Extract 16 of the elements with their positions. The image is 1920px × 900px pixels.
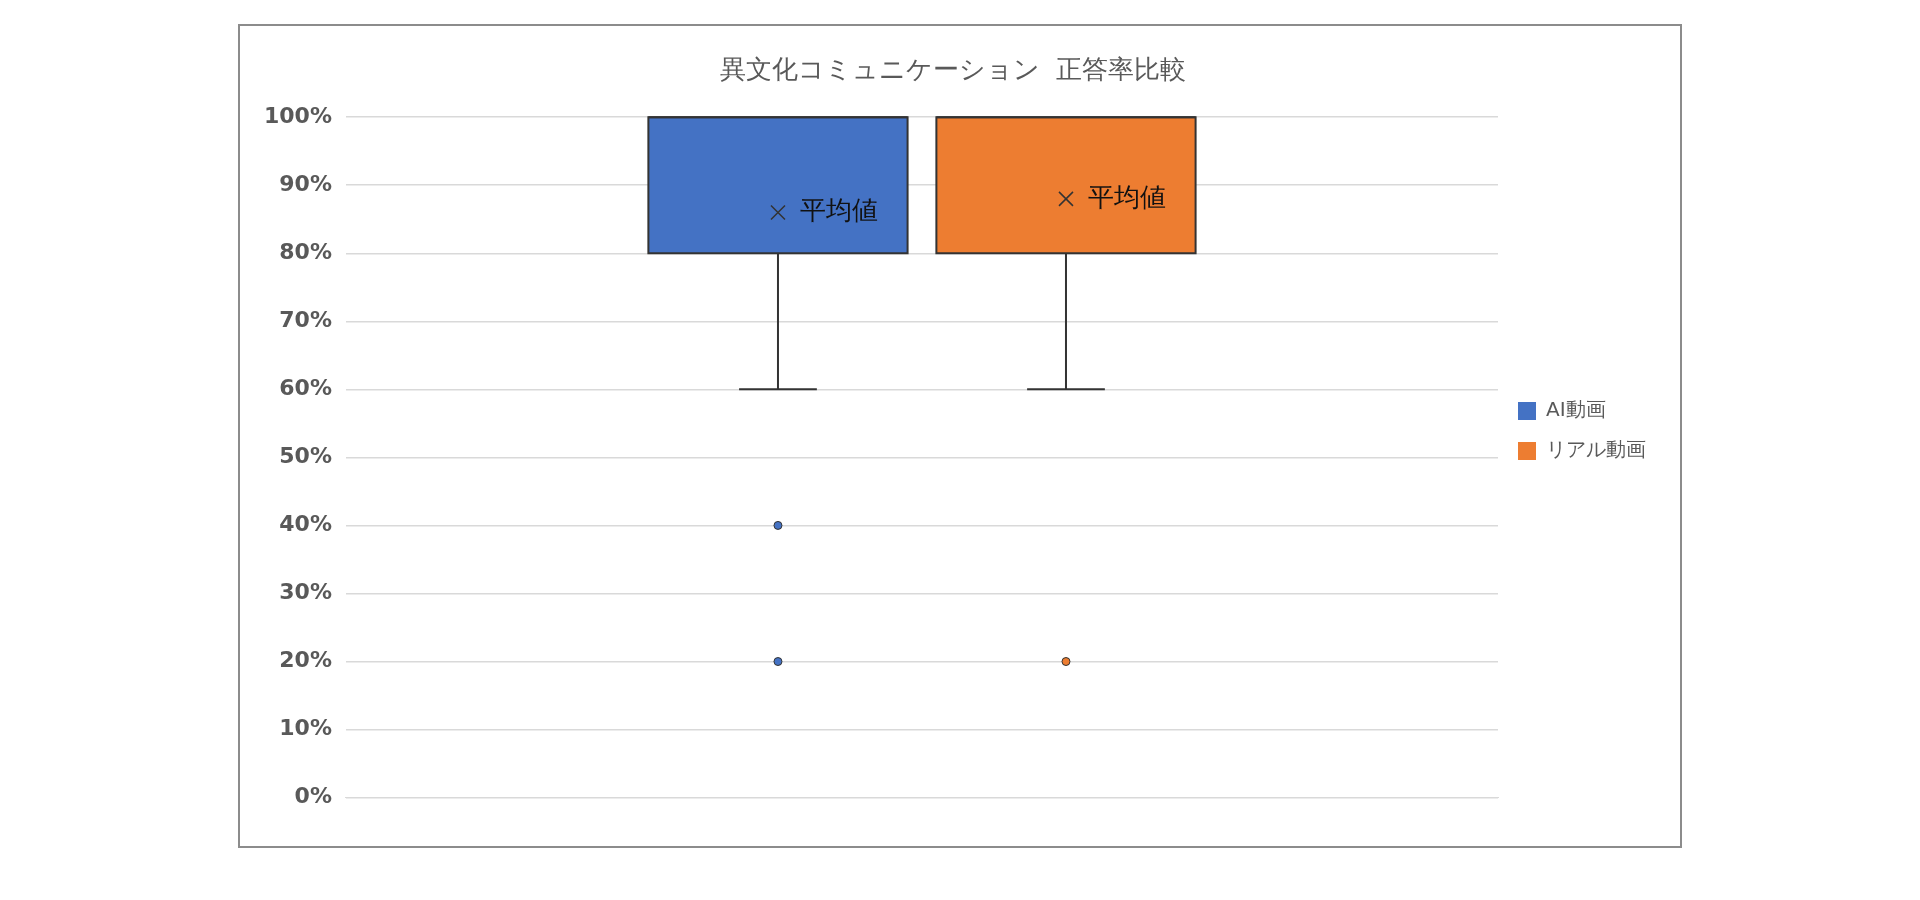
y-tick-label: 40% [279, 511, 332, 537]
y-tick-label: 10% [279, 715, 332, 741]
chart-title: 異文化コミュニケーション 正答率比較 [719, 54, 1187, 85]
legend-label: AI動画 [1546, 397, 1606, 422]
y-tick-label: 20% [279, 647, 332, 673]
y-tick-label: 30% [279, 579, 332, 605]
legend-label: リアル動画 [1546, 437, 1646, 462]
y-tick-label: 100% [264, 102, 332, 128]
y-tick-label: 80% [279, 239, 332, 264]
y-tick-label: 90% [279, 170, 332, 196]
annotation: 平均値 [799, 195, 878, 226]
y-tick-label: 60% [279, 375, 332, 401]
y-tick-label: 70% [279, 307, 332, 333]
y-tick-label: 0% [294, 783, 332, 809]
y-tick-label: 50% [279, 443, 332, 469]
annotation: 平均値 [1087, 181, 1166, 212]
